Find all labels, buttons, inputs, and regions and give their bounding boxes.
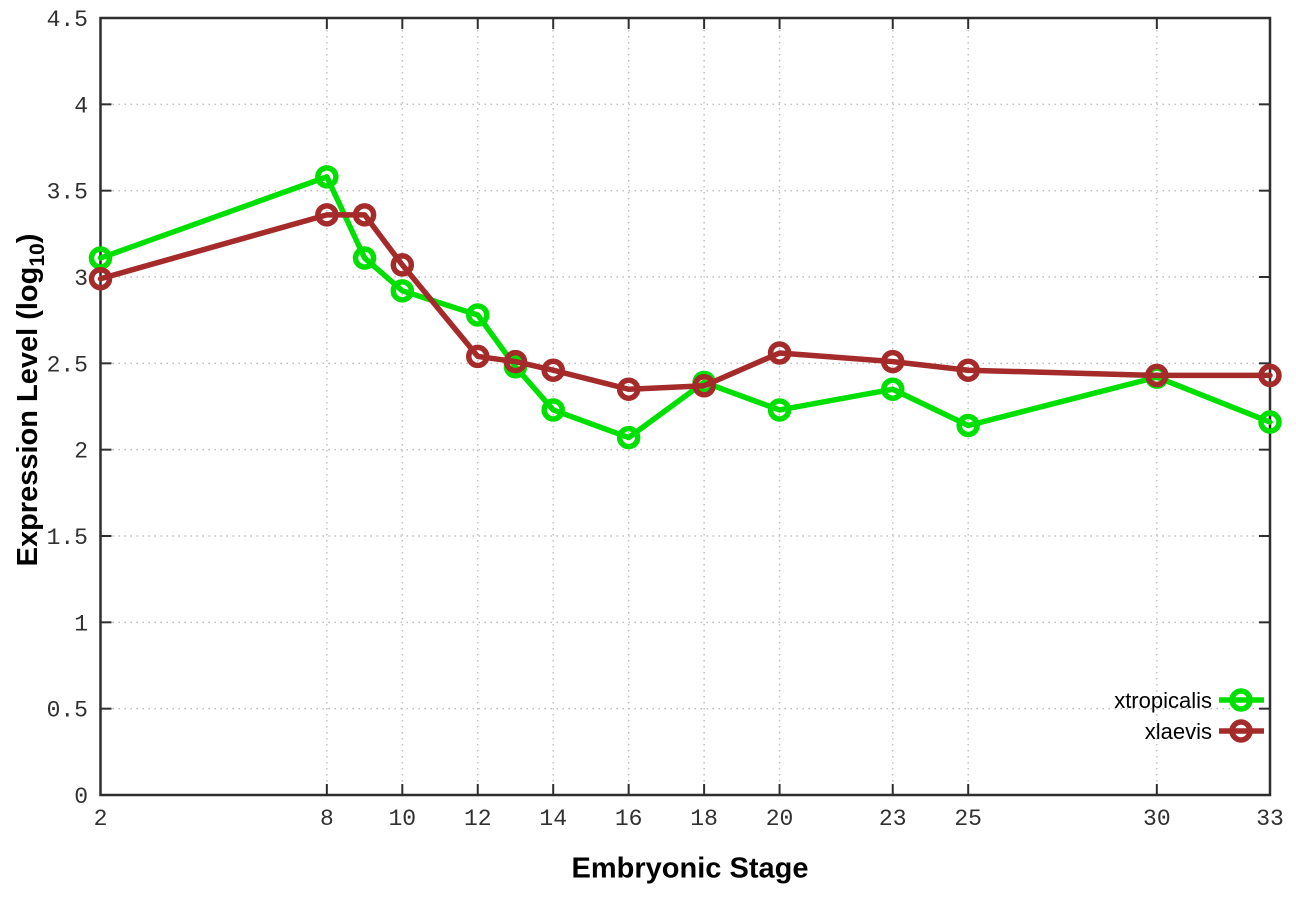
x-tick-label: 8	[320, 806, 334, 832]
series-marker-xtropicalis	[616, 425, 641, 450]
series-marker-xlaevis	[466, 344, 490, 369]
series-marker-xtropicalis	[390, 279, 415, 303]
series-marker-xtropicalis	[541, 398, 565, 422]
series-marker-xlaevis	[541, 358, 565, 382]
series-marker-xlaevis	[692, 374, 716, 398]
x-tick-label: 20	[766, 806, 794, 832]
x-tick-label: 18	[690, 806, 718, 832]
y-tick-label: 0.5	[47, 698, 88, 724]
x-tick-label: 25	[954, 806, 982, 832]
x-tick-label: 2	[94, 806, 108, 832]
series-marker-xlaevis	[616, 377, 641, 401]
series-marker-xlaevis	[88, 266, 113, 291]
y-tick-label: 4.5	[47, 7, 88, 33]
series-marker-xlaevis	[956, 358, 980, 382]
y-tick-label: 2.5	[47, 352, 88, 378]
series-marker-xlaevis	[390, 253, 415, 277]
y-tick-label: 1.5	[47, 525, 88, 551]
y-tick-label: 4	[74, 93, 88, 119]
y-axis-title-close: )	[12, 233, 45, 244]
x-tick-label: 10	[389, 806, 417, 832]
x-axis-title: Embryonic Stage	[571, 852, 809, 885]
series-marker-xtropicalis	[767, 398, 792, 422]
x-tick-label: 30	[1143, 806, 1171, 832]
legend-marker-xtropicalis	[1229, 688, 1253, 712]
x-tick-label: 14	[539, 806, 567, 832]
y-tick-label: 3	[74, 266, 88, 292]
legend-marker-xlaevis	[1229, 719, 1253, 743]
series-marker-xtropicalis	[315, 165, 339, 189]
y-tick-label: 2	[74, 439, 88, 465]
series-marker-xtropicalis	[352, 246, 377, 270]
x-tick-label: 16	[615, 806, 643, 832]
legend-label-xlaevis: xlaevis	[1145, 719, 1212, 744]
y-axis-title: Expression Level (log10)	[12, 234, 50, 567]
y-tick-label: 3.5	[47, 180, 88, 206]
series-line-xtropicalis	[97, 174, 1273, 441]
x-tick-label: 12	[464, 806, 492, 832]
legend-label-xtropicalis: xtropicalis	[1114, 688, 1212, 713]
series-marker-xtropicalis	[1258, 410, 1282, 434]
series-marker-xlaevis	[1145, 363, 1169, 388]
series-marker-xtropicalis	[956, 413, 980, 438]
series-marker-xlaevis	[880, 349, 905, 374]
series-marker-xlaevis	[503, 349, 528, 374]
x-tick-label: 33	[1256, 806, 1284, 832]
series-marker-xlaevis	[315, 203, 339, 227]
x-tick-label: 23	[879, 806, 907, 832]
y-tick-label: 0	[74, 784, 88, 810]
series-marker-xlaevis	[1258, 363, 1282, 388]
series-marker-xlaevis	[352, 203, 377, 227]
series-marker-xtropicalis	[466, 303, 490, 327]
y-axis-title-subscript: 10	[25, 243, 49, 267]
series-marker-xtropicalis	[880, 377, 905, 401]
y-axis-title-main: Expression Level (log	[12, 266, 45, 567]
y-tick-label: 1	[74, 611, 88, 637]
plot-border	[99, 16, 1272, 797]
series-marker-xlaevis	[767, 341, 792, 365]
